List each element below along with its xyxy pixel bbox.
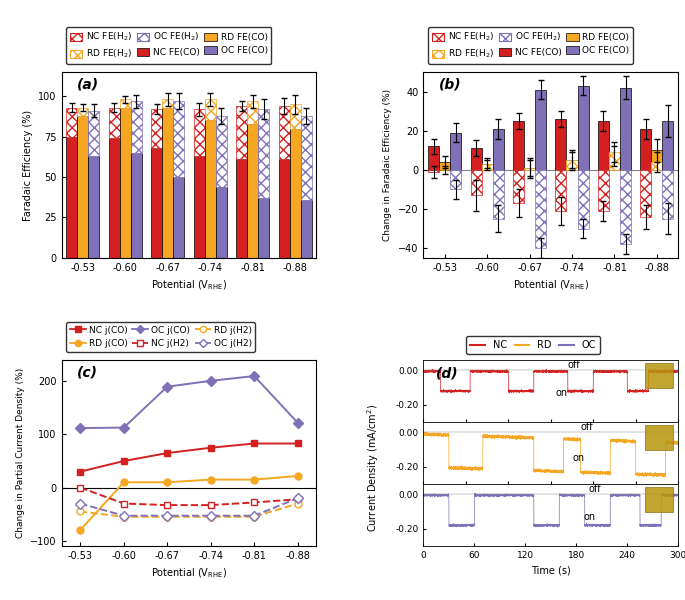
Bar — [493, 170, 503, 219]
Bar — [290, 128, 301, 258]
Bar — [450, 133, 461, 170]
Bar — [194, 156, 205, 258]
Bar — [566, 160, 577, 170]
Bar — [279, 159, 290, 258]
Bar — [428, 146, 439, 170]
Bar — [236, 106, 247, 159]
Bar — [120, 107, 131, 258]
Bar — [662, 170, 673, 219]
Bar — [598, 170, 609, 211]
Bar — [640, 129, 651, 170]
Text: off: off — [580, 422, 593, 433]
Bar — [279, 106, 290, 159]
Bar — [66, 137, 77, 258]
Bar — [577, 170, 588, 229]
Bar — [301, 116, 312, 200]
X-axis label: Potential (V$_\mathrm{RHE}$): Potential (V$_\mathrm{RHE}$) — [151, 566, 227, 580]
Bar — [439, 162, 450, 170]
Bar — [151, 109, 162, 148]
Bar — [524, 168, 535, 170]
Legend: NC FE(H$_2$), RD FE(H$_2$), OC FE(H$_2$), NC FE(CO), RD FE(CO), OC FE(CO): NC FE(H$_2$), RD FE(H$_2$), OC FE(H$_2$)… — [428, 27, 633, 64]
Bar — [173, 101, 184, 177]
Bar — [109, 138, 120, 258]
Bar — [120, 100, 131, 107]
Text: on: on — [583, 512, 595, 522]
Bar — [194, 109, 205, 156]
Bar — [651, 162, 662, 170]
Bar — [205, 100, 216, 121]
Bar — [651, 150, 662, 170]
Bar — [493, 129, 503, 170]
Bar — [77, 116, 88, 258]
Bar — [513, 170, 524, 203]
Bar — [162, 100, 173, 107]
Y-axis label: Faradaic Efficiency (%): Faradaic Efficiency (%) — [23, 109, 33, 221]
Bar — [450, 170, 461, 190]
Bar — [173, 177, 184, 258]
Bar — [471, 170, 482, 195]
Bar — [645, 363, 673, 388]
Bar — [236, 159, 247, 258]
Bar — [428, 170, 439, 172]
Bar — [524, 168, 535, 170]
Bar — [88, 156, 99, 258]
Text: (b): (b) — [438, 77, 461, 92]
Bar — [109, 107, 120, 138]
Bar — [620, 88, 631, 170]
Bar — [216, 116, 227, 187]
Bar — [216, 187, 227, 258]
Legend: NC j(CO), RD j(CO), OC j(CO), NC j(H2), RD j(H2), OC j(H2): NC j(CO), RD j(CO), OC j(CO), NC j(H2), … — [66, 322, 256, 352]
Text: (c): (c) — [77, 365, 98, 380]
Bar — [609, 156, 620, 170]
Legend: NC, RD, OC: NC, RD, OC — [466, 336, 600, 354]
Bar — [162, 107, 173, 258]
Bar — [556, 119, 566, 170]
Text: off: off — [568, 361, 580, 370]
Bar — [290, 104, 301, 128]
Bar — [301, 200, 312, 258]
Bar — [556, 170, 566, 211]
Bar — [640, 170, 651, 217]
Bar — [66, 107, 77, 137]
Bar — [205, 121, 216, 258]
Bar — [609, 152, 620, 170]
X-axis label: Potential (V$_\mathrm{RHE}$): Potential (V$_\mathrm{RHE}$) — [512, 278, 589, 292]
Bar — [247, 101, 258, 124]
Bar — [645, 487, 673, 512]
Bar — [131, 153, 142, 258]
Text: Current Density (mA/cm$^2$): Current Density (mA/cm$^2$) — [365, 404, 382, 532]
Bar — [247, 124, 258, 258]
X-axis label: Potential (V$_\mathrm{RHE}$): Potential (V$_\mathrm{RHE}$) — [151, 278, 227, 292]
Bar — [662, 121, 673, 170]
Bar — [151, 148, 162, 258]
Bar — [471, 148, 482, 170]
Bar — [77, 107, 88, 116]
Bar — [598, 121, 609, 170]
Bar — [88, 111, 99, 156]
Legend: NC FE(H$_2$), RD FE(H$_2$), OC FE(H$_2$), NC FE(CO), RD FE(CO), OC FE(CO): NC FE(H$_2$), RD FE(H$_2$), OC FE(H$_2$)… — [66, 27, 271, 64]
Bar — [535, 170, 546, 248]
Bar — [258, 198, 269, 258]
Bar — [566, 160, 577, 170]
Text: (a): (a) — [77, 77, 99, 92]
Bar — [513, 121, 524, 170]
Bar — [482, 164, 493, 170]
Text: (d): (d) — [436, 367, 459, 380]
Y-axis label: Change in Partial Current Density (%): Change in Partial Current Density (%) — [16, 368, 25, 538]
Bar — [258, 109, 269, 198]
X-axis label: Time (s): Time (s) — [531, 565, 571, 575]
Text: off: off — [589, 484, 601, 494]
Text: on: on — [555, 388, 567, 398]
Bar — [645, 425, 673, 450]
Y-axis label: Change in Faradaic Efficiency (%): Change in Faradaic Efficiency (%) — [384, 89, 393, 241]
Bar — [131, 101, 142, 153]
Text: on: on — [572, 453, 584, 463]
Bar — [535, 89, 546, 170]
Bar — [620, 170, 631, 244]
Bar — [482, 164, 493, 170]
Bar — [577, 86, 588, 170]
